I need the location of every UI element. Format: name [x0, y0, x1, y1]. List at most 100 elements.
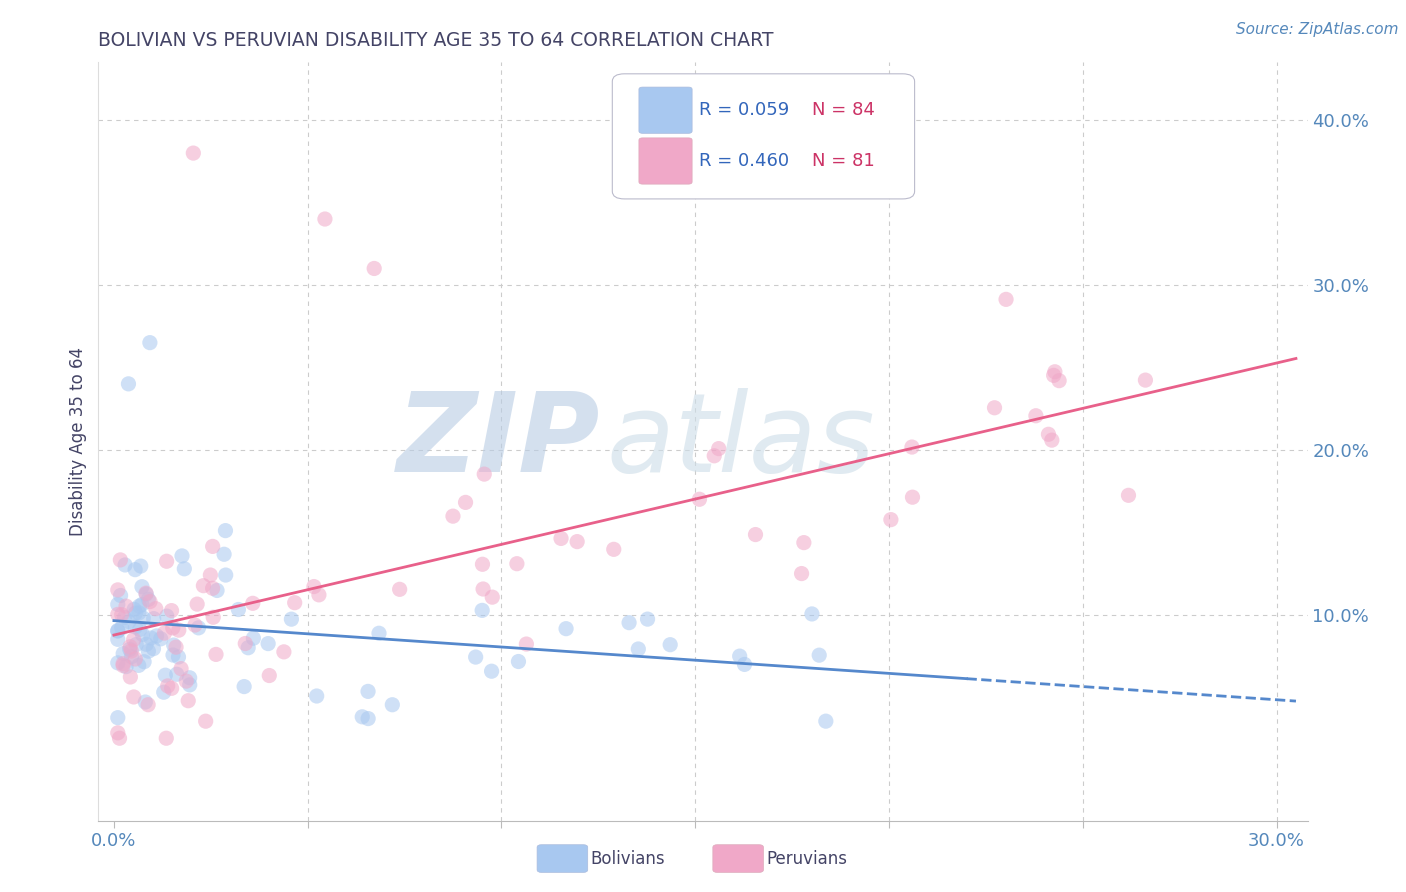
- Point: [314, 212, 336, 227]
- Point: [880, 513, 903, 527]
- Point: [464, 650, 486, 665]
- Point: [170, 662, 193, 676]
- Point: [703, 449, 725, 463]
- Point: [659, 638, 682, 652]
- Point: [138, 592, 160, 607]
- Point: [308, 588, 330, 602]
- Point: [793, 535, 815, 549]
- Point: [108, 731, 131, 746]
- Point: [481, 664, 503, 678]
- Text: Peruvians: Peruvians: [766, 850, 848, 868]
- Point: [707, 442, 730, 456]
- Point: [305, 689, 328, 703]
- Point: [165, 640, 187, 655]
- Point: [627, 642, 650, 657]
- Point: [472, 467, 495, 482]
- Point: [110, 589, 132, 603]
- Point: [179, 678, 201, 692]
- Point: [215, 568, 238, 582]
- FancyBboxPatch shape: [638, 138, 692, 184]
- Point: [122, 632, 145, 647]
- Point: [155, 731, 177, 746]
- Point: [107, 726, 129, 740]
- Point: [124, 563, 146, 577]
- Point: [381, 698, 404, 712]
- Point: [901, 440, 924, 454]
- Point: [688, 492, 710, 507]
- Point: [118, 642, 141, 657]
- Point: [107, 624, 129, 638]
- Point: [132, 611, 155, 625]
- Point: [118, 615, 141, 629]
- Point: [214, 524, 236, 538]
- Point: [107, 607, 129, 622]
- Point: [177, 694, 200, 708]
- Point: [111, 607, 134, 622]
- Point: [114, 558, 136, 572]
- Point: [132, 655, 155, 669]
- Point: [112, 657, 135, 671]
- Point: [134, 695, 156, 709]
- Point: [506, 557, 529, 571]
- Point: [273, 645, 295, 659]
- Point: [1047, 374, 1070, 388]
- Point: [242, 631, 264, 645]
- Point: [115, 659, 138, 673]
- Text: R = 0.059: R = 0.059: [699, 101, 790, 120]
- Point: [1025, 409, 1047, 423]
- Point: [167, 623, 190, 637]
- Point: [120, 644, 142, 658]
- Point: [156, 609, 179, 624]
- Point: [162, 621, 184, 635]
- Point: [205, 648, 228, 662]
- Text: ZIP: ZIP: [396, 388, 600, 495]
- Point: [107, 598, 129, 612]
- Text: BOLIVIAN VS PERUVIAN DISABILITY AGE 35 TO 64 CORRELATION CHART: BOLIVIAN VS PERUVIAN DISABILITY AGE 35 T…: [98, 30, 773, 50]
- Point: [124, 652, 146, 666]
- Point: [173, 562, 195, 576]
- Point: [471, 603, 494, 617]
- Point: [142, 612, 165, 626]
- FancyBboxPatch shape: [613, 74, 915, 199]
- Point: [129, 559, 152, 574]
- Point: [118, 640, 141, 654]
- Point: [800, 607, 823, 621]
- Text: R = 0.460: R = 0.460: [699, 152, 790, 170]
- Point: [202, 610, 225, 624]
- Point: [302, 580, 325, 594]
- Point: [131, 580, 153, 594]
- Point: [112, 647, 135, 661]
- Point: [565, 534, 588, 549]
- Point: [363, 261, 385, 276]
- Point: [139, 631, 162, 645]
- Point: [179, 671, 201, 685]
- Point: [472, 582, 495, 596]
- Point: [176, 674, 198, 689]
- Point: [120, 670, 142, 684]
- Point: [156, 554, 179, 568]
- Point: [135, 637, 157, 651]
- Point: [901, 490, 924, 504]
- Point: [112, 658, 135, 673]
- Point: [454, 495, 477, 509]
- Point: [352, 710, 374, 724]
- Point: [152, 685, 174, 699]
- Point: [388, 582, 411, 597]
- Point: [128, 599, 150, 613]
- Point: [201, 540, 224, 554]
- Point: [107, 582, 129, 597]
- Point: [142, 641, 165, 656]
- Point: [149, 632, 172, 646]
- Point: [1038, 427, 1060, 442]
- Point: [160, 681, 183, 696]
- Point: [471, 558, 494, 572]
- Point: [193, 579, 215, 593]
- Point: [145, 601, 167, 615]
- Point: [995, 293, 1018, 307]
- Point: [163, 638, 186, 652]
- Point: [107, 632, 129, 647]
- Point: [508, 655, 530, 669]
- Point: [155, 668, 177, 682]
- Point: [744, 527, 766, 541]
- Point: [111, 621, 134, 635]
